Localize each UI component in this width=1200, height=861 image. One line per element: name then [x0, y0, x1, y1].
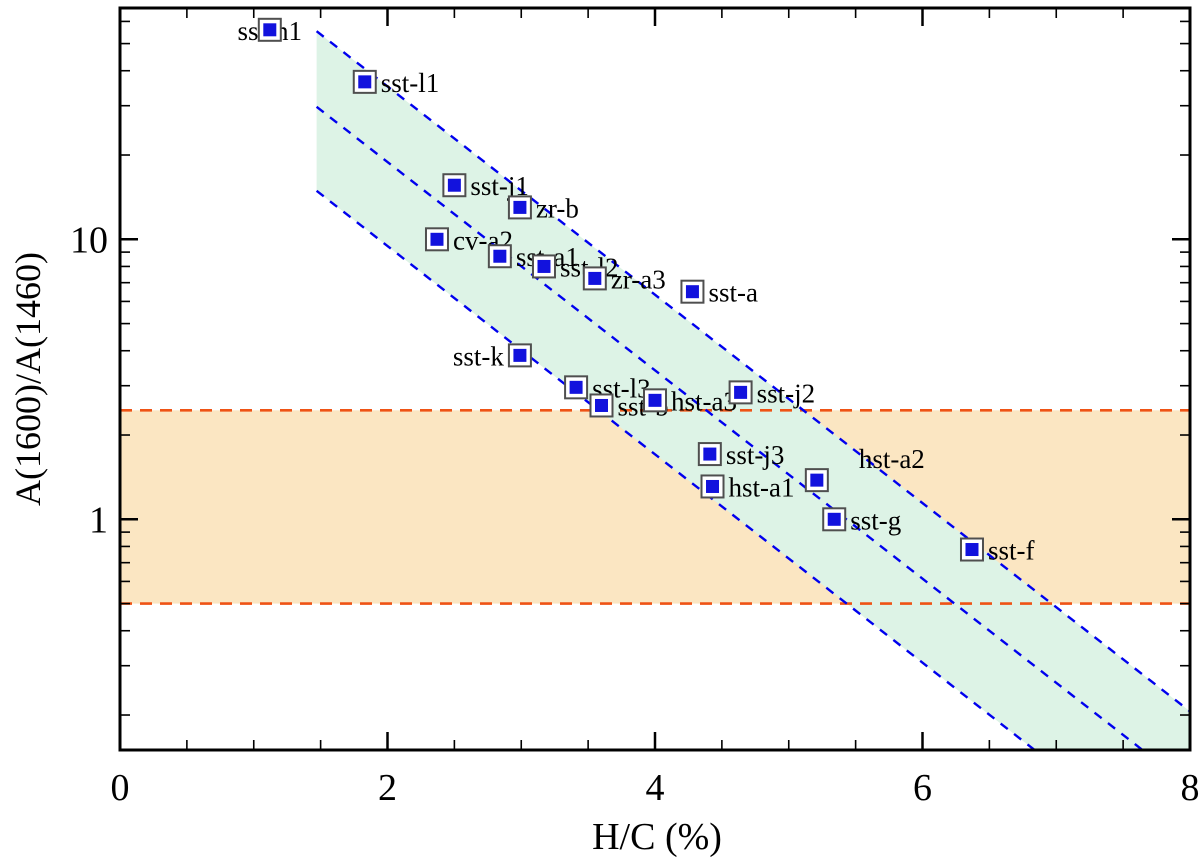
y-tick-label: 10 [70, 219, 108, 261]
data-point-marker [706, 479, 720, 493]
point-label: sst-k [453, 341, 505, 371]
point-label: sst-f [988, 536, 1035, 566]
data-point-marker [734, 385, 748, 399]
data-point-marker [447, 178, 461, 192]
blue-dashed-line [315, 30, 1190, 713]
point-label: sst-l1 [381, 68, 440, 98]
data-point-marker [827, 512, 841, 526]
y-axis-title: A(1600)/A(1460) [8, 252, 48, 506]
x-axis-title: H/C (%) [592, 816, 722, 858]
point-label: hst-a1 [729, 472, 795, 502]
x-tick-label: 0 [111, 767, 130, 809]
x-tick-label: 4 [646, 767, 665, 809]
data-point-marker [430, 232, 444, 246]
y-tick-label: 1 [89, 499, 108, 541]
data-point-marker [588, 271, 602, 285]
data-point-marker [810, 473, 824, 487]
point-label: zr-b [536, 193, 579, 223]
data-point-marker [703, 447, 717, 461]
point-label: sst-j3 [726, 440, 785, 470]
point-label: sst-a [708, 278, 758, 308]
x-tick-label: 6 [913, 767, 932, 809]
data-point-marker [685, 285, 699, 299]
point-label: hst-a2 [859, 444, 925, 474]
point-label: zr-a3 [611, 264, 666, 294]
blue-dashed-line [315, 105, 1145, 750]
data-point-marker [595, 398, 608, 412]
point-label: sst-g [850, 505, 901, 535]
x-tick-label: 8 [1181, 767, 1200, 809]
data-point-marker [965, 543, 979, 557]
data-point-marker [358, 75, 372, 89]
data-point-marker [569, 380, 583, 394]
point-label: sst-j2 [757, 378, 816, 408]
data-point-marker [648, 393, 662, 407]
blue-dashed-line [315, 189, 1037, 750]
data-point-marker [513, 200, 527, 214]
data-point-marker [263, 23, 277, 37]
data-point-marker [513, 348, 527, 362]
x-tick-label: 2 [378, 767, 397, 809]
data-point-marker [537, 259, 551, 273]
data-point-marker [493, 249, 507, 263]
chart-layers: 02468110sst-h1sst-l1sst-j1zr-bcv-a2sst-a… [70, 6, 1200, 809]
green-band [316, 31, 1190, 750]
point-label: hst-a3 [671, 386, 737, 416]
